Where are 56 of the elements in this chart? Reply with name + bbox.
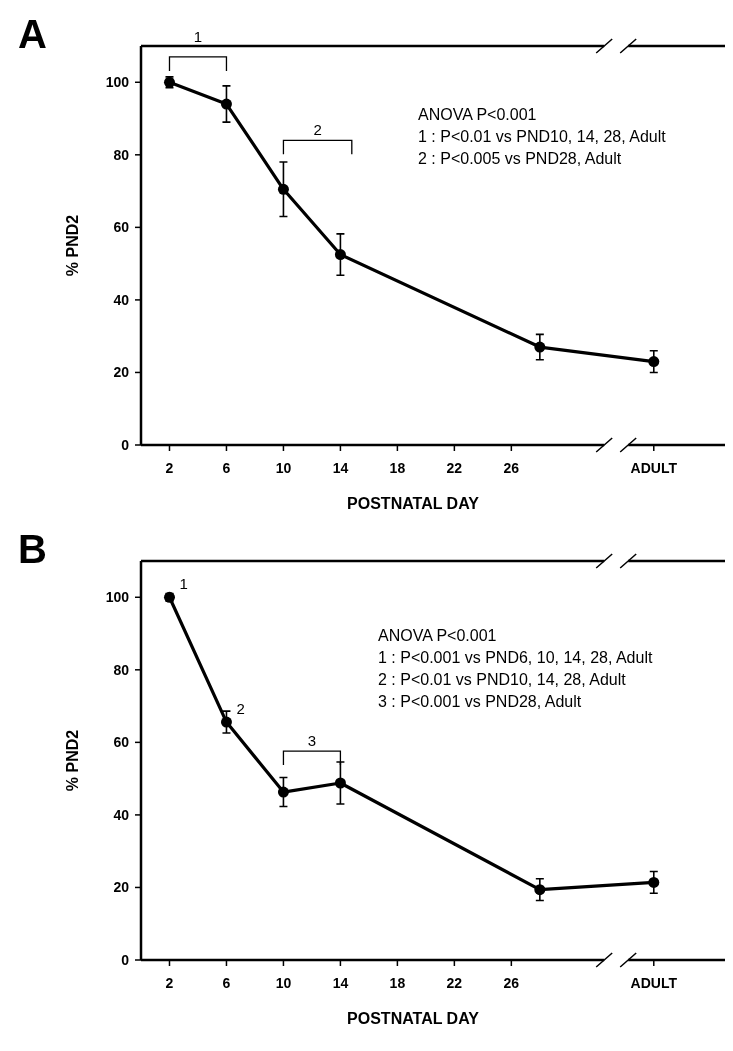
point xyxy=(334,777,346,789)
x-tick-label: 10 xyxy=(275,975,292,991)
x-axis-title: POSTNATAL DAY xyxy=(347,1010,480,1027)
x-tick-label: 2 xyxy=(165,460,174,476)
point xyxy=(220,716,232,728)
x-tick-label: 14 xyxy=(332,460,349,476)
x-tick-label: 2 xyxy=(165,975,174,991)
y-axis-title: % PND2 xyxy=(64,729,81,792)
chart-title: B xyxy=(18,527,47,571)
text: 1 xyxy=(193,28,203,45)
x-tick-label: 6 xyxy=(222,460,231,476)
y-axis-title: % PND2 xyxy=(64,214,81,277)
y-tick-label: 60 xyxy=(113,734,130,751)
point xyxy=(534,884,546,896)
y-tick-label: 60 xyxy=(113,219,130,236)
point xyxy=(277,786,289,798)
annotation: 2 xyxy=(236,700,245,718)
y-tick-label: 100 xyxy=(105,74,130,91)
x-axis-title: POSTNATAL DAY xyxy=(347,495,480,512)
point xyxy=(277,183,289,195)
x-tick-label: ADULT xyxy=(630,460,678,476)
x-tick-label: 22 xyxy=(446,460,463,476)
annotation: 3 : P<0.001 vs PND28, Adult xyxy=(378,693,582,710)
annotation: 3 xyxy=(307,732,317,750)
x-tick-label: 18 xyxy=(389,975,406,991)
x-tick-label: ADULT xyxy=(630,975,678,991)
annotation: ANOVA P<0.001 xyxy=(418,106,537,123)
y-tick-label: 40 xyxy=(113,806,130,823)
y-tick-label: 0 xyxy=(121,436,130,453)
annotation: 1 : P<0.01 vs PND10, 14, 28, Adult xyxy=(418,128,667,145)
point xyxy=(334,249,346,261)
x-tick-label: 26 xyxy=(503,975,520,991)
annotation: 2 : P<0.005 vs PND28, Adult xyxy=(418,150,622,167)
x-tick-label: 14 xyxy=(332,975,349,991)
x-tick-label: 10 xyxy=(275,460,292,476)
y-tick-label: 20 xyxy=(113,364,130,381)
chart-title: A xyxy=(18,12,47,56)
point xyxy=(220,98,232,110)
x-tick-label: 22 xyxy=(446,975,463,991)
annotation: 2 xyxy=(313,121,322,139)
y-tick-label: 20 xyxy=(113,879,130,896)
annotation: 2 : P<0.01 vs PND10, 14, 28, Adult xyxy=(378,671,627,688)
y-tick-label: 80 xyxy=(113,661,130,678)
y-tick-label: 40 xyxy=(113,291,130,308)
point xyxy=(534,341,546,353)
annotation: 1 xyxy=(179,575,188,593)
annotation: 1 : P<0.001 vs PND6, 10, 14, 28, Adult xyxy=(378,649,653,666)
y-tick-label: 0 xyxy=(121,951,130,968)
point xyxy=(648,356,660,368)
annotation: ANOVA P<0.001 xyxy=(378,627,497,644)
x-tick-label: 18 xyxy=(389,460,406,476)
y-tick-label: 100 xyxy=(105,589,130,606)
x-tick-label: 26 xyxy=(503,460,520,476)
point xyxy=(648,876,660,888)
x-tick-label: 6 xyxy=(222,975,231,991)
y-tick-label: 80 xyxy=(113,146,130,163)
